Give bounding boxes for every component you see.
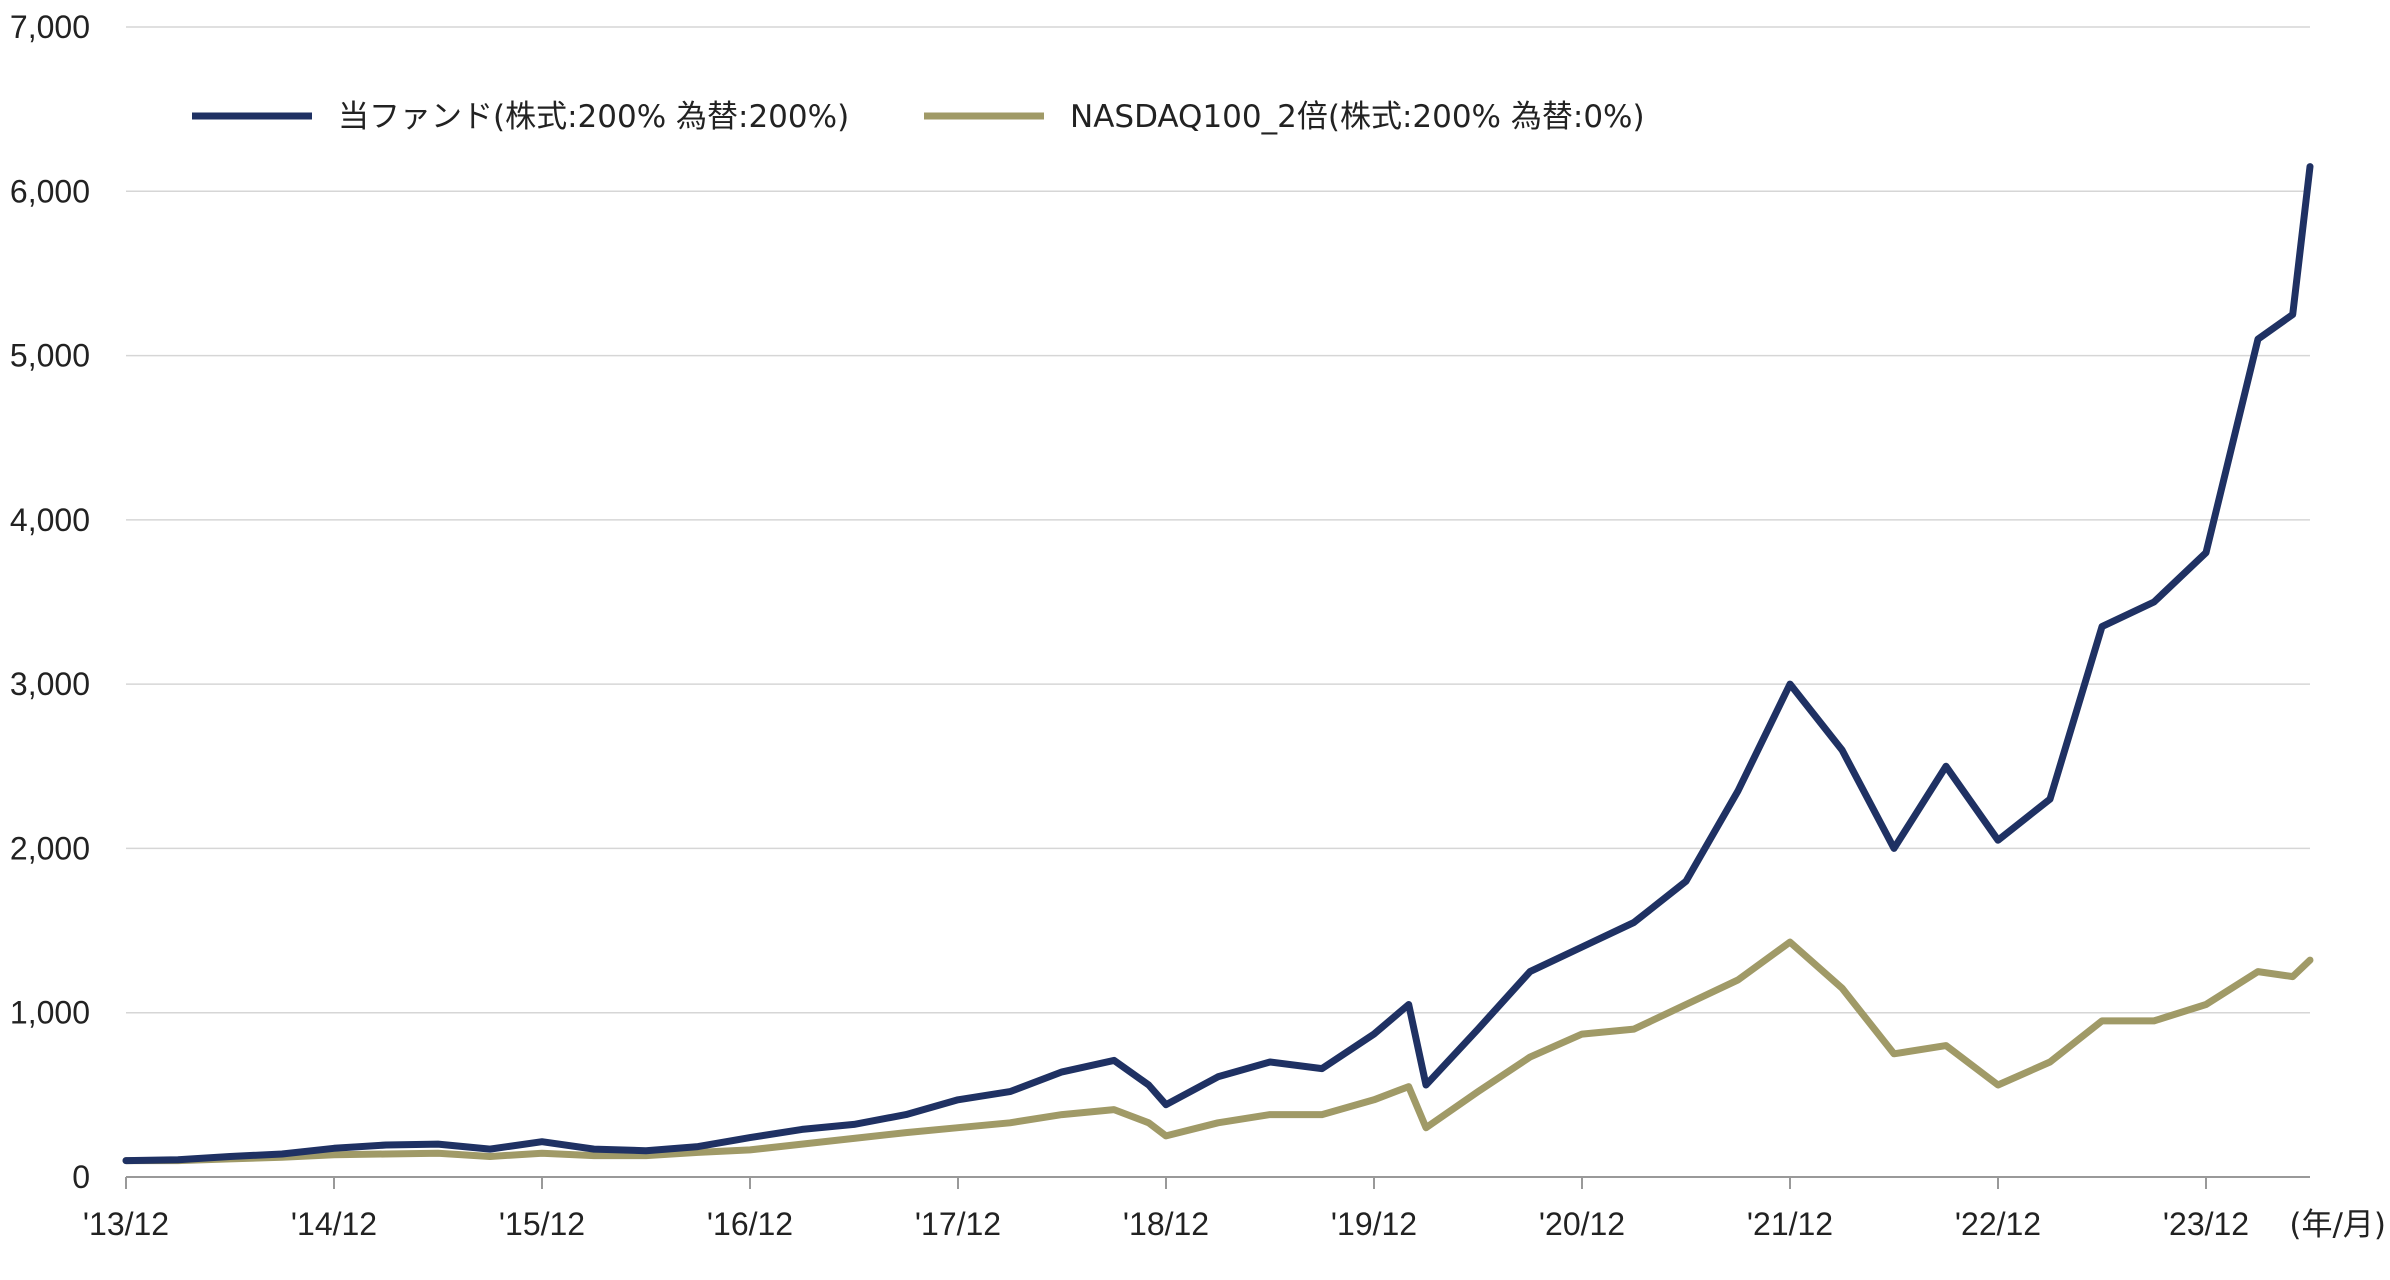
x-unit-label: (年/月) <box>2289 1207 2386 1243</box>
x-tick-label: '17/12 <box>915 1206 1001 1242</box>
y-tick-label: 2,000 <box>10 830 90 866</box>
y-tick-label: 4,000 <box>10 502 90 538</box>
y-tick-label: 0 <box>72 1159 90 1195</box>
series-lines <box>122 163 2314 1165</box>
y-axis: 0 1,000 2,000 3,000 4,000 5,000 6,000 7,000 <box>10 9 90 1195</box>
x-tick-label: '21/12 <box>1747 1206 1833 1242</box>
x-tick-label: '23/12 <box>2163 1206 2249 1242</box>
y-tick-label: 3,000 <box>10 666 90 702</box>
y-tick-label: 1,000 <box>10 995 90 1031</box>
y-tick-label: 7,000 <box>10 9 90 45</box>
x-tick-label: '19/12 <box>1331 1206 1417 1242</box>
x-tick-label: '15/12 <box>499 1206 585 1242</box>
y-tick-label: 6,000 <box>10 173 90 209</box>
x-tick-label: '22/12 <box>1955 1206 2041 1242</box>
legend-label: 当ファンド(株式:200% 為替:200%) <box>338 99 849 135</box>
series-line <box>122 938 2314 1165</box>
legend: 当ファンド(株式:200% 為替:200%) NASDAQ100_2倍(株式:20… <box>192 99 1645 135</box>
x-tick-label: '16/12 <box>707 1206 793 1242</box>
x-tick-label: '18/12 <box>1123 1206 1209 1242</box>
legend-label: NASDAQ100_2倍(株式:200% 為替:0%) <box>1070 99 1645 135</box>
x-axis: '13/12 '14/12 '15/12 '16/12 '17/12 '18/12 '19/… <box>83 1176 2386 1243</box>
grid-lines <box>126 26 2310 1014</box>
x-tick-label: '14/12 <box>291 1206 377 1242</box>
y-tick-label: 5,000 <box>10 338 90 374</box>
x-tick-label: '13/12 <box>83 1206 169 1242</box>
series-line <box>122 163 2314 1165</box>
x-tick-label: '20/12 <box>1539 1206 1625 1242</box>
